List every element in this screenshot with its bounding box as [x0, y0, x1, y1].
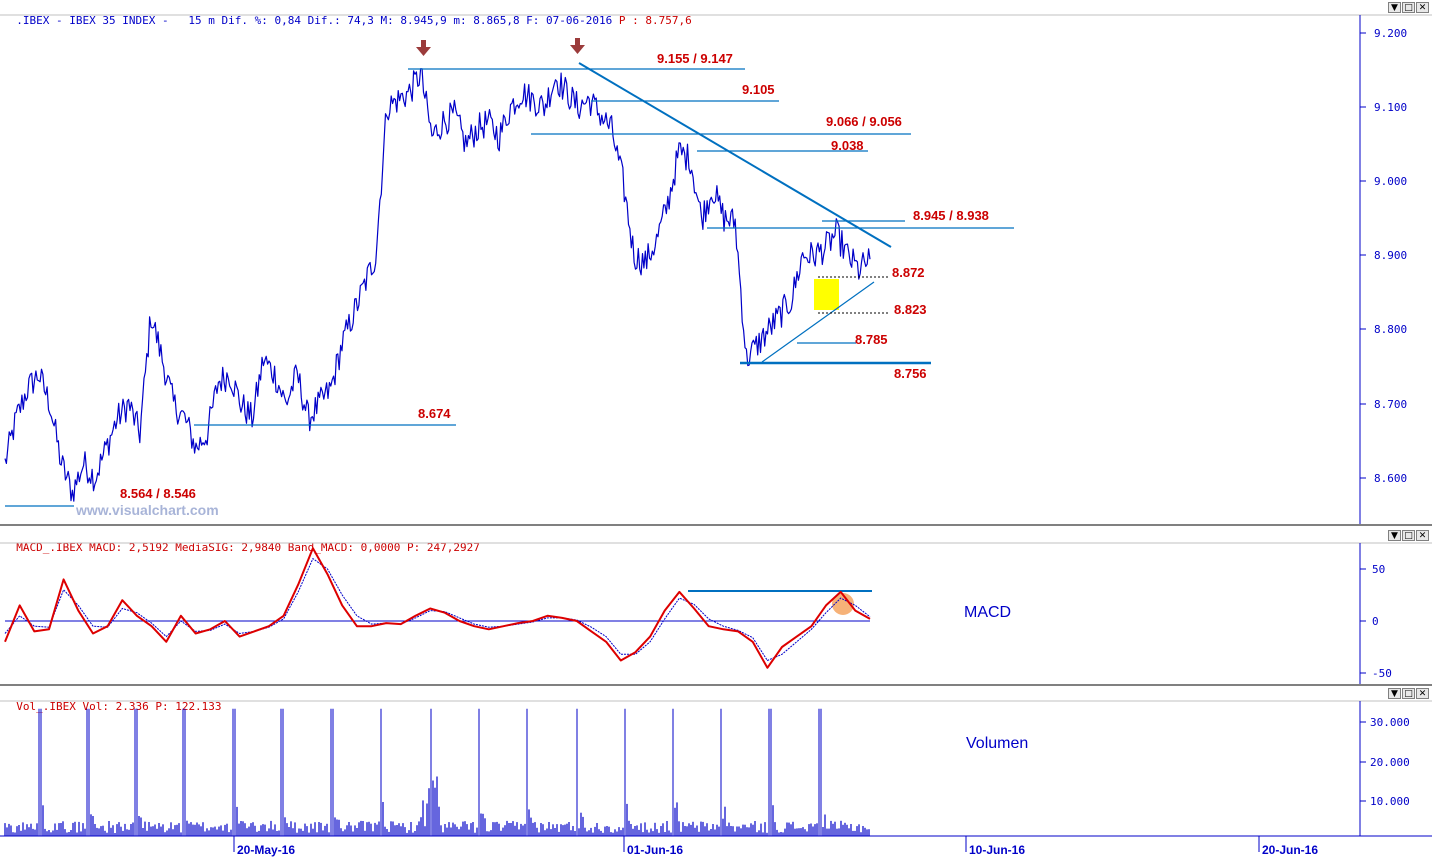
- level-lines: [5, 62, 1014, 507]
- macd-y-ticks: 50 0 -50: [1360, 563, 1392, 680]
- level-label: 8.823: [894, 302, 927, 317]
- y-tick-label: 8.800: [1374, 323, 1407, 336]
- level-label: 8.945 / 8.938: [913, 208, 989, 223]
- level-label: 8.872: [892, 265, 925, 280]
- macd-window-controls: ▼ □ ✕: [1388, 530, 1429, 541]
- volume-window-controls: ▼ □ ✕: [1388, 688, 1429, 699]
- level-label: 8.785: [855, 332, 888, 347]
- x-tick-label: 20-May-16: [237, 843, 295, 857]
- volume-y-ticks: 30.000 20.000 10.000: [1360, 716, 1410, 808]
- y-tick-label: 9.000: [1374, 175, 1407, 188]
- price-series-line: [4, 68, 871, 502]
- highlight-box: [814, 279, 839, 310]
- y-tick-label: 30.000: [1370, 716, 1410, 729]
- y-tick-label: -50: [1372, 667, 1392, 680]
- level-label: 8.756: [894, 366, 927, 381]
- volume-panel-header-text: Vol_.IBEX Vol: 2.336: [16, 700, 149, 713]
- price-panel-header: .IBEX - IBEX 35 INDEX - 15 m Dif. %: 0,8…: [3, 1, 692, 27]
- y-tick-label: 8.600: [1374, 472, 1407, 485]
- macd-signal-line: [4, 557, 871, 662]
- downtrend-line: [578, 62, 892, 248]
- macd-line: [4, 547, 871, 669]
- y-tick-label: 8.900: [1374, 249, 1407, 262]
- x-tick-label: 20-Jun-16: [1262, 843, 1318, 857]
- y-tick-label: 9.200: [1374, 27, 1407, 40]
- minimize-button[interactable]: ▼: [1388, 2, 1401, 13]
- level-labels: 9.155 / 9.147 9.105 9.066 / 9.056 9.038 …: [120, 51, 989, 501]
- close-button[interactable]: ✕: [1416, 530, 1429, 541]
- down-arrow-icon: [570, 38, 585, 54]
- minimize-button[interactable]: ▼: [1388, 688, 1401, 699]
- volume-panel-label: Volumen: [966, 735, 1028, 752]
- x-tick-label: 01-Jun-16: [627, 843, 683, 857]
- down-arrow-icon: [416, 40, 431, 56]
- volume-panel-header-last: P: 122.133: [148, 700, 222, 713]
- uptrend-line: [761, 281, 875, 363]
- volume-bars: [4, 708, 870, 836]
- level-label: 9.105: [742, 82, 775, 97]
- close-button[interactable]: ✕: [1416, 2, 1429, 13]
- maximize-button[interactable]: □: [1402, 688, 1415, 699]
- maximize-button[interactable]: □: [1402, 530, 1415, 541]
- maximize-button[interactable]: □: [1402, 2, 1415, 13]
- macd-highlight-marker: [832, 593, 854, 615]
- level-label: 8.674: [418, 406, 451, 421]
- macd-panel-header-text: MACD_.IBEX MACD: 2,5192 MediaSIG: 2,9840…: [16, 541, 480, 554]
- watermark-text: www.visualchart.com: [75, 502, 219, 518]
- volume-panel-header: Vol_.IBEX Vol: 2.336 P: 122.133: [3, 687, 222, 713]
- x-tick-label: 10-Jun-16: [969, 843, 1025, 857]
- y-tick-label: 20.000: [1370, 756, 1410, 769]
- macd-panel-header: MACD_.IBEX MACD: 2,5192 MediaSIG: 2,9840…: [3, 528, 480, 554]
- y-tick-label: 9.100: [1374, 101, 1407, 114]
- y-tick-label: 10.000: [1370, 795, 1410, 808]
- x-axis-labels: 20-May-16 01-Jun-16 10-Jun-16 20-Jun-16: [233, 836, 1318, 857]
- y-tick-label: 0: [1372, 615, 1379, 628]
- y-tick-label: 50: [1372, 563, 1385, 576]
- minimize-button[interactable]: ▼: [1388, 530, 1401, 541]
- macd-panel-label: MACD: [964, 604, 1011, 621]
- level-label: 9.066 / 9.056: [826, 114, 902, 129]
- level-label: 8.564 / 8.546: [120, 486, 196, 501]
- y-tick-label: 8.700: [1374, 398, 1407, 411]
- price-window-controls: ▼ □ ✕: [1388, 2, 1429, 13]
- level-label: 9.038: [831, 138, 864, 153]
- level-label: 9.155 / 9.147: [657, 51, 733, 66]
- close-button[interactable]: ✕: [1416, 688, 1429, 699]
- price-panel-header-last: P : 8.757,6: [612, 14, 692, 27]
- price-y-ticks: 9.200 9.100 9.000 8.900 8.800 8.700 8.60…: [1360, 27, 1407, 485]
- price-panel-header-text: .IBEX - IBEX 35 INDEX - 15 m Dif. %: 0,8…: [16, 14, 613, 27]
